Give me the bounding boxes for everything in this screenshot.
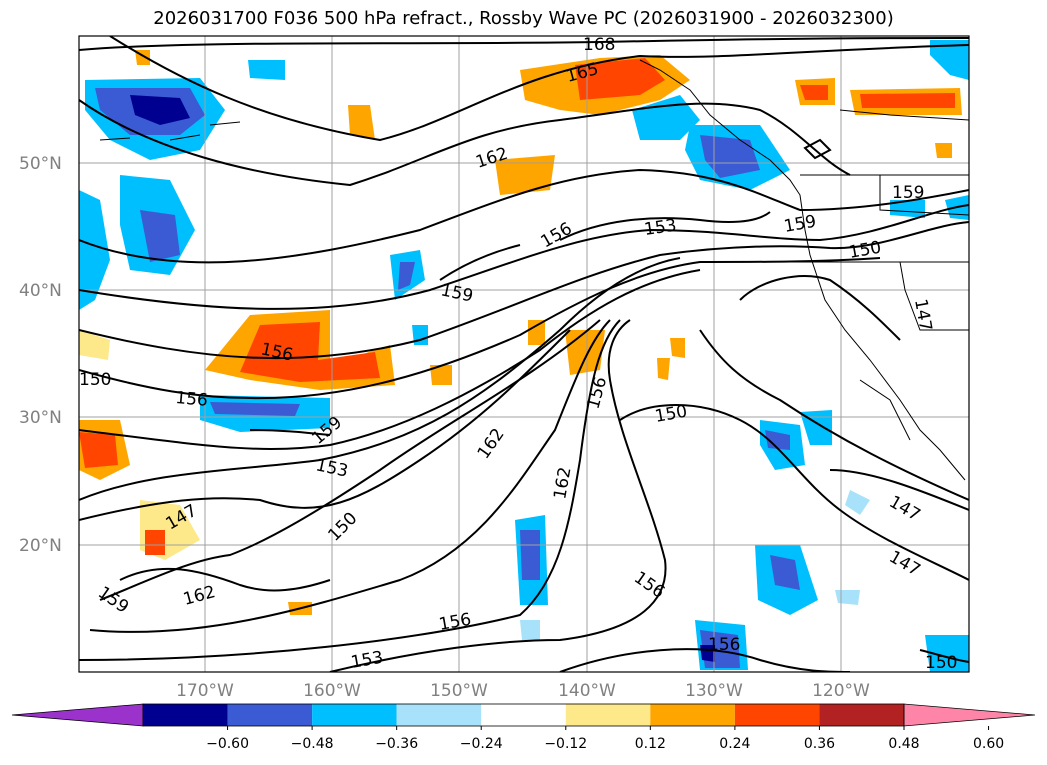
lat-label: 30°N bbox=[19, 408, 62, 428]
lon-label: 160°W bbox=[303, 681, 361, 701]
colorbar-tick-label: −0.24 bbox=[460, 736, 503, 752]
graticule bbox=[79, 36, 969, 672]
negative-anomaly-patches bbox=[79, 40, 969, 672]
map-frame bbox=[78, 35, 970, 673]
contour-label: 150 bbox=[79, 370, 111, 390]
coastlines bbox=[99, 59, 969, 481]
colorbar-extend-high bbox=[903, 703, 1036, 727]
contour-label: 153 bbox=[349, 648, 384, 673]
lon-label: 150°W bbox=[430, 681, 488, 701]
colorbar-segment bbox=[312, 704, 397, 726]
contour-label: 159 bbox=[892, 183, 924, 203]
colorbar-segment bbox=[481, 704, 566, 726]
lon-label: 120°W bbox=[812, 681, 870, 701]
colorbar-segment bbox=[143, 704, 228, 726]
contour-label: 150 bbox=[925, 653, 957, 673]
map-title: 2026031700 F036 500 hPa refract., Rossby… bbox=[153, 8, 894, 29]
colorbar-extend-low bbox=[11, 703, 144, 727]
lat-label: 40°N bbox=[19, 281, 62, 301]
contour-label: 168 bbox=[583, 35, 615, 55]
colorbar-segment bbox=[565, 704, 651, 726]
lat-label: 50°N bbox=[19, 154, 62, 174]
lon-label: 140°W bbox=[558, 681, 616, 701]
colorbar-tick-label: −0.60 bbox=[206, 736, 249, 752]
colorbar-segment bbox=[734, 704, 820, 726]
longitude-labels: 170°W 160°W 150°W 140°W 130°W 120°W bbox=[176, 681, 870, 701]
lat-label: 20°N bbox=[19, 536, 62, 556]
contour-labels: 168 165 162 156 153 159 159 150 147 156 … bbox=[79, 35, 957, 673]
colorbar-tick-label: −0.36 bbox=[375, 736, 418, 752]
colorbar: −0.60 −0.48 −0.36 −0.24 −0.12 0.12 0.24 0.36 0.4… bbox=[11, 703, 1036, 752]
contour-label: 153 bbox=[643, 216, 678, 240]
colorbar-tick-label: 0.12 bbox=[635, 736, 666, 752]
lon-label: 130°W bbox=[685, 681, 743, 701]
colorbar-segment bbox=[650, 704, 735, 726]
positive-anomaly-patches bbox=[79, 50, 962, 615]
latitude-labels: 50°N 40°N 30°N 20°N bbox=[19, 154, 62, 556]
colorbar-border bbox=[142, 703, 905, 727]
colorbar-tick-label: 0.36 bbox=[804, 736, 835, 752]
contour-label: 156 bbox=[708, 635, 740, 655]
contour-label: 156 bbox=[175, 388, 209, 411]
colorbar-tick-label: 0.48 bbox=[888, 736, 919, 752]
colorbar-segment bbox=[396, 704, 482, 726]
lon-label: 170°W bbox=[176, 681, 234, 701]
height-contours bbox=[79, 36, 969, 672]
colorbar-tick-label: 0.60 bbox=[973, 736, 1004, 752]
colorbar-tick-label: −0.48 bbox=[291, 736, 334, 752]
colorbar-segment bbox=[227, 704, 313, 726]
colorbar-tick-label: −0.12 bbox=[544, 736, 587, 752]
colorbar-segment bbox=[819, 704, 904, 726]
colorbar-tick-label: 0.24 bbox=[719, 736, 750, 752]
